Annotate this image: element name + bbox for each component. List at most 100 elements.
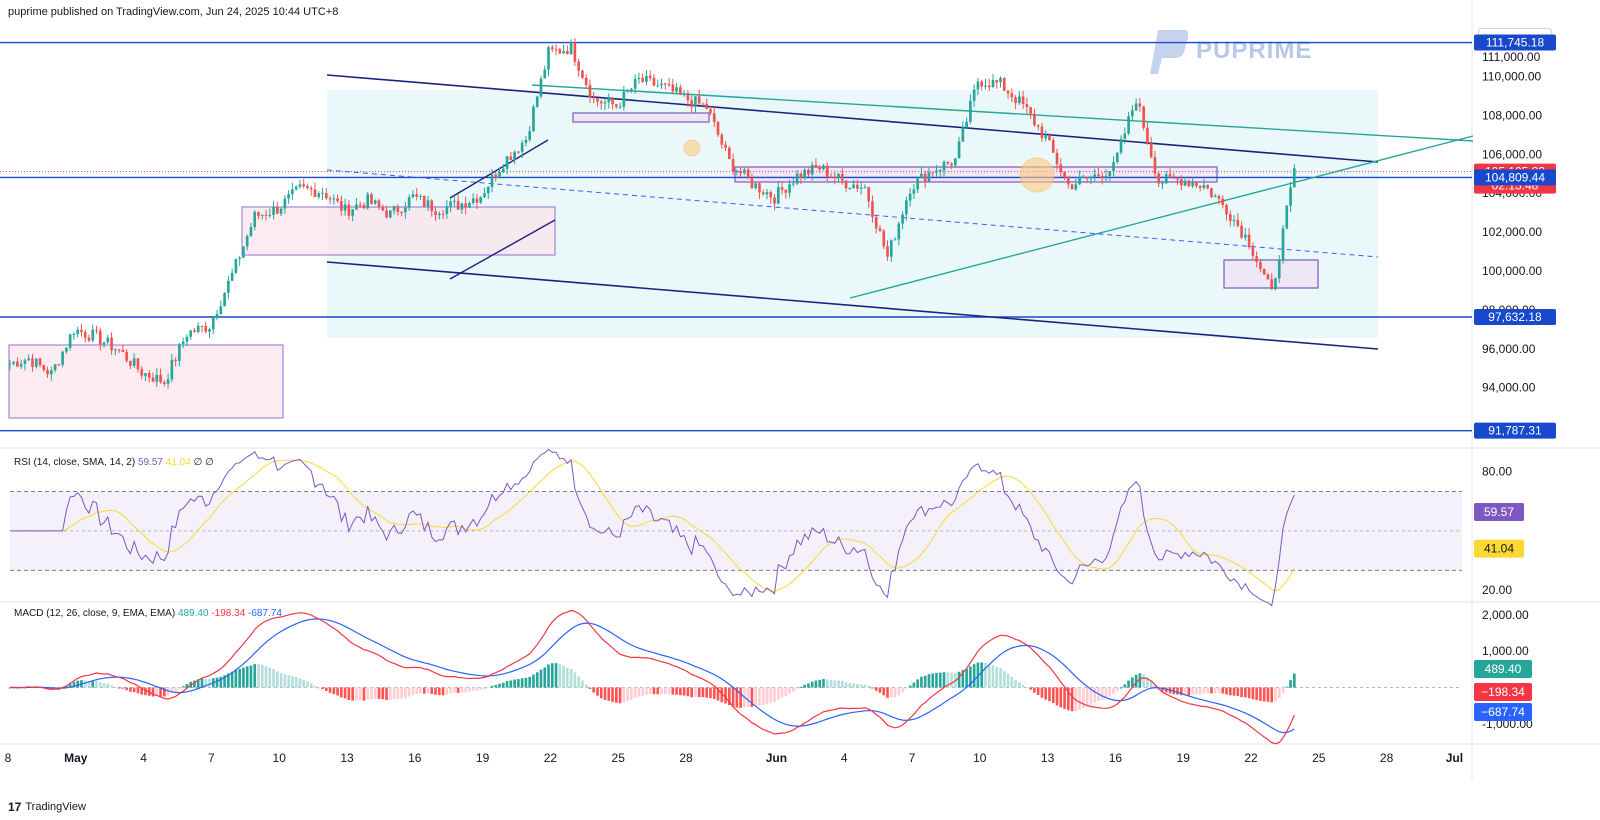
candle-body [554,49,558,51]
macd-histogram-bar [275,671,279,688]
macd-histogram-bar [238,668,241,688]
candle-body [524,139,528,143]
macd-histogram-bar [1055,687,1059,706]
candle-body [422,195,426,207]
candle-body [1153,157,1157,174]
macd-histogram-bar [660,687,663,695]
candle-body [140,369,144,376]
candle-body [1281,228,1285,261]
candle-body [449,201,452,207]
candle-body [1040,126,1044,139]
candle-body [1236,219,1240,226]
candle-body [1255,256,1258,262]
macd-histogram-bar [355,687,358,701]
macd-histogram-bar [1191,687,1194,695]
macd-histogram-bar [426,687,430,694]
candle-body [1078,177,1081,185]
price-tag-box [1474,34,1556,51]
macd-histogram-bar [87,681,91,688]
candle-body [362,204,366,209]
macd-histogram-bar [633,687,637,699]
macd-histogram-bar [388,687,392,700]
macd-histogram-bar [1161,687,1164,692]
candle-body [856,184,859,189]
macd-legend-value: -198.34 [211,608,248,619]
macd-histogram-bar [957,671,961,688]
candle-body [799,173,803,178]
macd-histogram-bar [1187,687,1191,696]
macd-histogram-bar [434,687,437,695]
macd-histogram-bar [720,687,724,703]
candle-body [980,81,984,87]
time-axis-tick: 16 [1109,751,1123,765]
macd-histogram-bar [1262,687,1266,702]
candle-body [419,195,422,197]
macd-histogram-bar [637,687,641,697]
macd-histogram-bar [539,669,543,688]
macd-histogram-bar [343,687,347,699]
candle-body [505,156,509,169]
time-axis-tick: 4 [841,751,848,765]
candle-body [558,49,562,54]
macd-histogram-bar [984,662,987,688]
price-tag-label: 104,809.44 [1485,170,1545,184]
candle-body [83,332,87,338]
macd-histogram-bar [961,670,965,688]
macd-histogram-bar [437,687,441,696]
macd-histogram-bar [727,687,731,705]
macd-histogram-bar [483,687,486,689]
time-axis-tick: 25 [612,751,626,765]
macd-histogram-bar [196,679,200,688]
macd-histogram-bar [76,680,80,688]
candle-body [1014,97,1017,104]
candle-body [889,240,893,257]
macd-histogram-bar [396,687,400,700]
candle-body [411,194,415,198]
macd-histogram-bar [453,687,456,693]
candle-body [65,347,68,352]
macd-histogram-bar [1176,687,1179,695]
candle-body [769,192,773,198]
macd-histogram-bar [1108,687,1112,697]
macd-histogram-bar [596,687,599,696]
candle-body [614,104,618,107]
candle-body [464,203,467,208]
macd-histogram-bar [1014,680,1017,688]
candle-body [509,156,513,160]
macd-histogram-bar [656,687,660,695]
candle-body [833,176,837,179]
candle-body [731,159,735,172]
macd-histogram-bar [995,666,999,688]
candle-body [404,207,407,213]
macd-histogram-bar [1213,687,1217,694]
macd-histogram-bar [987,664,991,688]
channel-lower-line [326,261,1379,350]
macd-histogram-bar [460,687,464,693]
macd-histogram-bar [818,679,822,688]
macd-histogram-bar [140,687,144,695]
candle-body [1044,135,1048,139]
macd-histogram-bar [889,687,893,698]
macd-histogram-bar [170,687,174,694]
macd-histogram-bar [1127,680,1130,688]
macd-histogram-bar [682,687,686,696]
candle-body [370,194,373,204]
macd-histogram-bar [114,686,117,688]
macd-histogram-bar [456,687,460,693]
candle-body [268,214,272,216]
candle-body [121,350,125,352]
channel-upper-line [326,74,1379,163]
candle-body [807,169,810,175]
candle-body [1134,103,1138,111]
puprime-logo: PUPRIME [1140,26,1312,76]
candle-body [520,142,524,152]
candle-body [498,172,501,179]
macd-histogram-bar [249,665,253,688]
macd-histogram-bar [746,687,750,707]
candle-body [814,164,818,168]
candle-body [1187,181,1191,187]
candle-body [931,172,935,174]
macd-histogram-bar [724,687,727,704]
time-axis-tick: 19 [476,751,490,765]
